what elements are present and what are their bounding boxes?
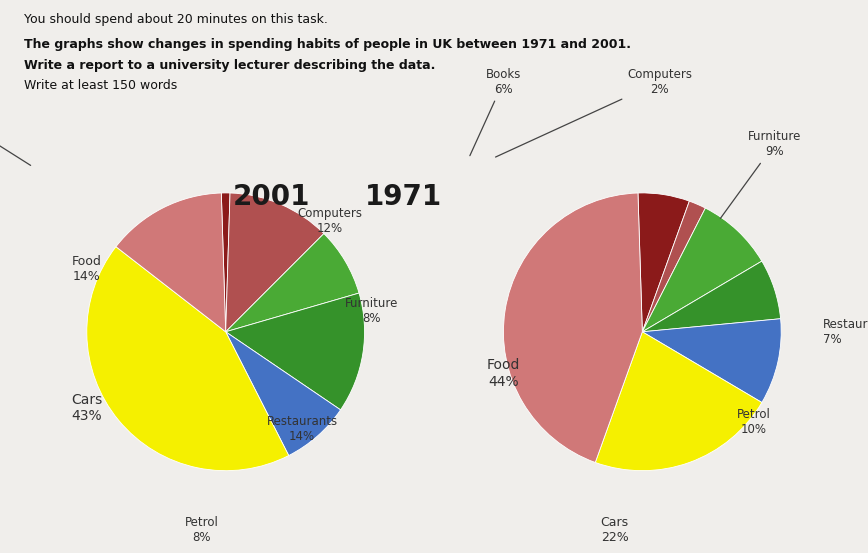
Wedge shape (226, 193, 324, 332)
Text: Restaurants
14%: Restaurants 14% (266, 415, 338, 443)
Text: Books
6%: Books 6% (470, 68, 521, 156)
Wedge shape (226, 293, 365, 410)
Wedge shape (642, 201, 706, 332)
Wedge shape (638, 193, 689, 332)
Text: Food
44%: Food 44% (487, 358, 520, 389)
Wedge shape (642, 319, 781, 403)
Wedge shape (226, 332, 340, 456)
Text: Petrol
10%: Petrol 10% (736, 408, 771, 436)
Wedge shape (642, 208, 762, 332)
Text: Food
14%: Food 14% (72, 255, 102, 283)
Text: 1971: 1971 (365, 182, 442, 211)
Text: Furniture
9%: Furniture 9% (720, 131, 801, 218)
Wedge shape (221, 193, 230, 332)
Text: Computers
2%: Computers 2% (496, 68, 692, 157)
Text: Books
1%: Books 1% (0, 99, 30, 165)
Text: Write at least 150 words: Write at least 150 words (24, 79, 178, 92)
Text: The graphs show changes in spending habits of people in UK between 1971 and 2001: The graphs show changes in spending habi… (24, 38, 631, 51)
Wedge shape (642, 261, 780, 332)
Text: Furniture
8%: Furniture 8% (345, 297, 398, 325)
Wedge shape (595, 332, 762, 471)
Text: Cars
22%: Cars 22% (601, 516, 628, 544)
Text: Petrol
8%: Petrol 8% (184, 516, 219, 544)
Wedge shape (116, 193, 226, 332)
Wedge shape (503, 193, 642, 462)
Text: Computers
12%: Computers 12% (298, 207, 362, 234)
Wedge shape (87, 247, 289, 471)
Text: 2001: 2001 (233, 182, 310, 211)
Wedge shape (226, 233, 359, 332)
Text: Write a report to a university lecturer describing the data.: Write a report to a university lecturer … (24, 59, 436, 72)
Text: Restaurants
7%: Restaurants 7% (823, 318, 868, 346)
Text: You should spend about 20 minutes on this task.: You should spend about 20 minutes on thi… (24, 13, 328, 27)
Text: Cars
43%: Cars 43% (71, 393, 102, 423)
